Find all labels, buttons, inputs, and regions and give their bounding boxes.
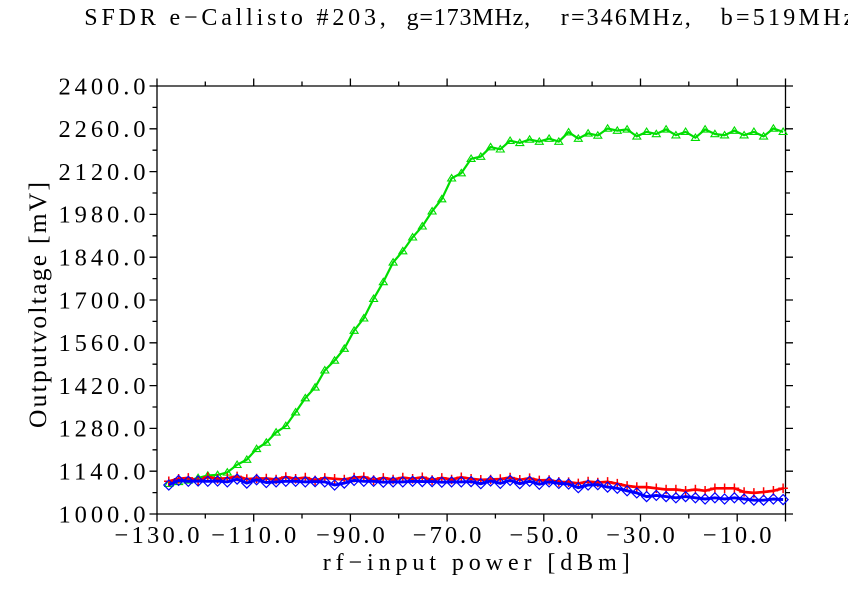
svg-text:−10.0: −10.0 [703,522,772,549]
svg-text:−110.0: −110.0 [211,522,296,549]
svg-text:−130.0: −130.0 [115,522,200,549]
svg-text:−70.0: −70.0 [413,522,482,549]
svg-text:−30.0: −30.0 [606,522,675,549]
svg-text:rf−input power [dBm]: rf−input power [dBm] [323,550,630,576]
svg-text:−50.0: −50.0 [510,522,579,549]
svg-text:SFDR e−Callisto #203,: SFDR e−Callisto #203, [84,5,386,31]
svg-text:r=346MHz,: r=346MHz, [561,5,691,31]
svg-text:g=173MHz,: g=173MHz, [407,5,530,31]
svg-text:−90.0: −90.0 [316,522,385,549]
svg-text:b=519MHz: b=519MHz [721,5,848,31]
svg-text:Outputvoltage [mV]: Outputvoltage [mV] [23,182,52,428]
